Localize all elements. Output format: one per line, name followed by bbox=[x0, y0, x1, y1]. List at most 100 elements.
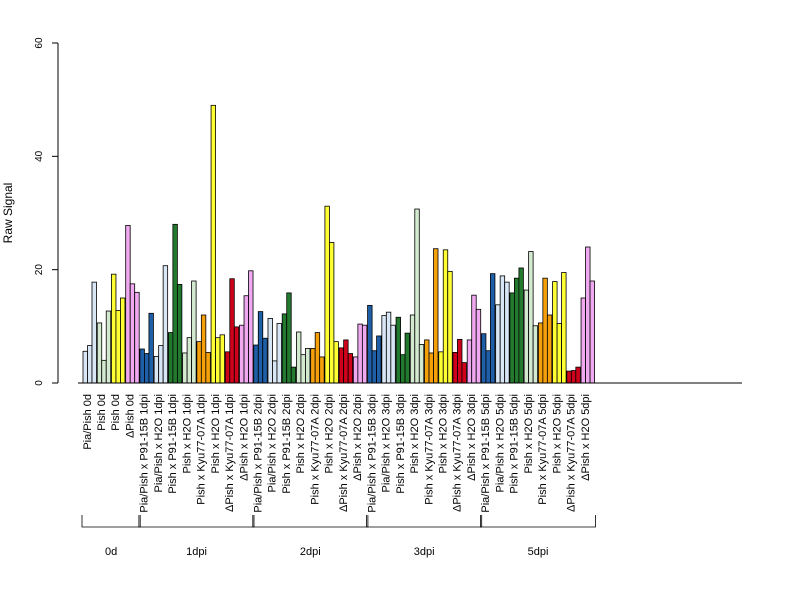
category-label: Pia/Pish x P91-15B 3dpi bbox=[366, 394, 378, 513]
bar bbox=[442, 249, 449, 384]
category-label: ΔPish x Kyu77-07A 5dpi bbox=[566, 394, 578, 512]
bar bbox=[580, 297, 586, 384]
bars bbox=[82, 104, 595, 384]
bar bbox=[96, 322, 103, 384]
bar bbox=[570, 370, 577, 384]
bar bbox=[523, 289, 530, 384]
bar bbox=[196, 341, 202, 384]
bar bbox=[357, 323, 363, 384]
bar bbox=[153, 355, 160, 384]
category-label: Pia/Pish x P91-15B 5dpi bbox=[480, 394, 492, 513]
bar bbox=[381, 315, 387, 384]
category-label: ΔPish 0d bbox=[124, 394, 136, 438]
bar bbox=[395, 316, 401, 384]
category-label: Pish x H2O 2dpi bbox=[295, 394, 307, 473]
bar bbox=[172, 223, 178, 384]
bar bbox=[514, 277, 520, 384]
bar bbox=[556, 323, 562, 384]
bar bbox=[532, 325, 539, 384]
category-label: Pia/Pish 0d bbox=[82, 394, 94, 450]
category-label: Pish x P91-15B 2dpi bbox=[281, 394, 293, 494]
bar bbox=[457, 338, 463, 384]
category-label: Pish x P91-15B 1dpi bbox=[167, 394, 179, 494]
bar bbox=[424, 339, 430, 384]
bar bbox=[466, 339, 473, 384]
bar bbox=[129, 283, 136, 384]
bar bbox=[205, 351, 211, 384]
category-label: Pia/Pish x H2O 1dpi bbox=[153, 394, 165, 492]
bar bbox=[229, 278, 235, 384]
bar bbox=[376, 335, 382, 384]
bar bbox=[139, 348, 145, 384]
bar bbox=[475, 308, 482, 384]
bar bbox=[82, 350, 88, 384]
bar bbox=[134, 291, 140, 384]
group-label: 1dpi bbox=[186, 546, 207, 558]
bar bbox=[262, 337, 268, 384]
bar bbox=[267, 317, 273, 384]
bar bbox=[518, 267, 524, 384]
group-bracket bbox=[366, 515, 483, 528]
bar bbox=[219, 334, 225, 384]
bar bbox=[490, 273, 496, 384]
category-label: Pish x H2O 5dpi bbox=[551, 394, 563, 473]
bar bbox=[371, 350, 378, 384]
y-axis-title: Raw Signal bbox=[1, 183, 15, 244]
category-label: ΔPish x Kyu77-07A 3dpi bbox=[452, 394, 464, 512]
bar bbox=[352, 356, 359, 384]
bar bbox=[546, 314, 553, 384]
bar bbox=[361, 324, 368, 384]
bar bbox=[542, 277, 548, 384]
bar bbox=[589, 280, 595, 384]
bar bbox=[101, 359, 107, 384]
bar bbox=[495, 304, 501, 384]
bar bbox=[438, 351, 444, 384]
bar bbox=[528, 251, 534, 384]
y-tick-label: 0 bbox=[34, 380, 45, 386]
bar bbox=[471, 294, 477, 384]
category-label: Pish x P91-15B 3dpi bbox=[395, 394, 407, 494]
y-axis: 0 20 40 60 bbox=[34, 37, 59, 386]
category-label: Pia/Pish x H2O 5dpi bbox=[494, 394, 506, 492]
category-label: ΔPish x Kyu77-07A 1dpi bbox=[224, 394, 236, 512]
group-label: 2dpi bbox=[300, 546, 321, 558]
bar bbox=[233, 326, 240, 384]
category-label: Pish x H2O 3dpi bbox=[409, 394, 421, 473]
category-label: Pish x Kyu77-07A 3dpi bbox=[423, 394, 435, 505]
category-label: Pish x Kyu77-07A 1dpi bbox=[196, 394, 208, 505]
group-bracket bbox=[81, 515, 141, 528]
category-label: Pish x H2O 2dpi bbox=[324, 394, 336, 473]
category-label: ΔPish x H2O 3dpi bbox=[466, 394, 478, 481]
bar bbox=[552, 281, 558, 384]
y-tick-label: 40 bbox=[34, 150, 45, 162]
category-label: ΔPish x H2O 2dpi bbox=[352, 394, 364, 481]
bar bbox=[509, 292, 515, 384]
bar bbox=[537, 322, 544, 384]
bar bbox=[191, 280, 197, 384]
category-label: ΔPish x H2O 1dpi bbox=[238, 394, 250, 481]
category-label: Pish x H2O 1dpi bbox=[181, 394, 193, 473]
category-label: Pia/Pish x P91-15B 2dpi bbox=[253, 394, 265, 513]
group-brackets: 0d 1dpi 2dpi 3dpi 5dpi bbox=[81, 515, 596, 558]
bar bbox=[347, 353, 354, 384]
bar bbox=[182, 352, 188, 384]
bar bbox=[290, 366, 297, 384]
bar bbox=[253, 344, 259, 384]
bar bbox=[300, 354, 306, 384]
bar bbox=[504, 281, 510, 384]
bar bbox=[125, 225, 131, 384]
category-label: Pish 0d bbox=[110, 394, 122, 431]
bar bbox=[248, 270, 254, 384]
bar bbox=[148, 312, 154, 384]
bar bbox=[111, 273, 117, 384]
category-label: Pish x H2O 5dpi bbox=[523, 394, 535, 473]
bar bbox=[281, 313, 288, 384]
category-labels: Pia/Pish 0d Pish 0d Pish 0d ΔPish 0d Pia/Pis… bbox=[82, 394, 592, 513]
bar bbox=[575, 366, 581, 384]
category-label: Pish x H2O 1dpi bbox=[210, 394, 222, 473]
category-label: Pia/Pish x P91-15B 1dpi bbox=[139, 394, 151, 513]
group-bracket bbox=[138, 515, 255, 528]
category-label: Pia/Pish x H2O 2dpi bbox=[267, 394, 279, 492]
bar bbox=[91, 281, 97, 384]
bar bbox=[414, 208, 420, 384]
